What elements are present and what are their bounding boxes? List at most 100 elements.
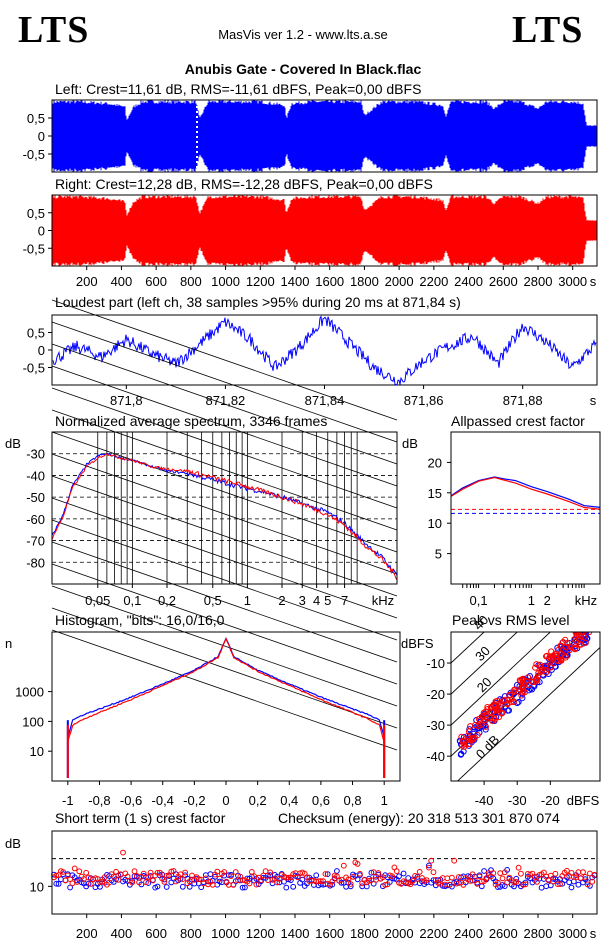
short-term-crest-point (400, 870, 407, 877)
short-term-crest-point (501, 869, 508, 876)
spectrum-slope-line (51, 497, 398, 619)
short-term-crest-point (179, 876, 186, 882)
short-term-crest-point (216, 875, 223, 882)
short-term-crest-point (221, 869, 228, 875)
spectrum-slope-line (51, 387, 398, 509)
peak-vs-rms-point (550, 659, 557, 667)
short-term-crest-point (242, 884, 248, 891)
spectrum-slope-line (51, 299, 398, 421)
allpassed-crest-xtick-label: 1 (528, 593, 535, 608)
spectrum-xtick-label: 0,1 (123, 593, 141, 608)
spectrum-slope-line (51, 629, 398, 751)
peak-vs-rms-point (558, 657, 565, 664)
spectrum-xtick-label: 3 (299, 593, 306, 608)
short-term-crest-point (253, 881, 260, 888)
peak-vs-rms-point (555, 647, 562, 654)
peak-vs-rms-point (562, 636, 569, 644)
allpassed-crest-ylabel: dB (402, 436, 418, 451)
right-waveform-xtick-label: 400 (111, 274, 133, 289)
right-waveform-xtick-label: 2600 (489, 274, 518, 289)
short-term-crest-xtick-label: 200 (76, 926, 98, 941)
short-term-crest-point (129, 879, 136, 886)
short-term-crest-point (476, 873, 483, 880)
short-term-crest-point (338, 876, 345, 883)
loudest-part-caption: Loudest part (left ch, 38 samples >95% d… (55, 294, 461, 310)
peak-vs-rms-crest-line (456, 646, 600, 781)
peak-vs-rms-ylabel: dBFS (401, 636, 434, 651)
right-waveform-xtick-label: 1800 (350, 274, 379, 289)
histogram-xtick-label: 0 (222, 793, 229, 808)
short-term-crest-point (552, 870, 559, 877)
peak-vs-rms-point (459, 742, 466, 749)
spectrum-xtick-label: 1 (244, 593, 251, 608)
right-waveform-xtick-label: 2200 (419, 274, 448, 289)
short-term-crest-point (373, 877, 379, 883)
allpassed-crest-ytick-label: 10 (428, 516, 442, 531)
allpassed-crest-series-right (450, 476, 601, 510)
short-term-crest-point (196, 876, 202, 883)
peak-vs-rms-ytick-label: -40 (426, 749, 445, 764)
peak-vs-rms-xtick-label: -40 (475, 793, 494, 808)
short-term-crest-xtick-label: 1200 (246, 926, 275, 941)
short-term-crest-point (357, 870, 363, 877)
peak-vs-rms-ytick-label: -30 (426, 718, 445, 733)
short-term-crest-point (154, 883, 161, 890)
peak-vs-rms-point (525, 681, 533, 689)
peak-vs-rms-point (543, 652, 551, 659)
peak-vs-rms-point (572, 638, 580, 645)
short-term-crest-point (267, 869, 274, 876)
spectrum-slope-line (51, 519, 398, 641)
short-term-crest-point (182, 869, 189, 876)
short-term-crest-point (258, 877, 264, 883)
peak-vs-rms-point (476, 717, 483, 724)
short-term-crest-point (347, 881, 354, 887)
peak-vs-rms-series-right (458, 632, 593, 750)
short-term-crest-point (430, 869, 437, 876)
loudest-part-xtick-label: 871,8 (110, 393, 143, 408)
spectrum-ytick-label: -40 (26, 468, 45, 483)
checksum-caption: Checksum (energy): 20 318 513 301 870 07… (278, 810, 560, 826)
right-waveform-xtick-label: 2800 (524, 274, 553, 289)
right-waveform-xtick-label: 1400 (281, 274, 310, 289)
peak-vs-rms-point (458, 733, 465, 741)
short-term-crest-point (212, 873, 218, 880)
spectrum-slope-line (51, 475, 398, 597)
short-term-crest-xtick-label: 600 (145, 926, 167, 941)
spectrum-ytick-label: -70 (26, 534, 45, 549)
short-term-crest-point (393, 868, 400, 874)
right-waveform-group (52, 195, 597, 266)
short-term-crest-point (283, 884, 290, 891)
loudest-part-xtick-label: 871,82 (206, 393, 246, 408)
short-term-crest-point (541, 869, 547, 876)
short-term-crest-point (354, 861, 361, 867)
short-term-crest-point (543, 883, 550, 890)
short-term-crest-point (322, 871, 329, 877)
short-term-crest-point (451, 857, 458, 864)
peak-vs-rms-point (499, 709, 506, 717)
short-term-crest-point (564, 867, 570, 874)
short-term-crest-point (511, 883, 517, 890)
peak-vs-rms-point (480, 709, 487, 716)
peak-vs-rms-point (582, 639, 589, 646)
short-term-crest-point (136, 879, 143, 886)
right-waveform-xtick-label: 200 (76, 274, 98, 289)
spectrum-slope-line (51, 409, 398, 531)
short-term-crest-point (74, 879, 80, 885)
short-term-crest-point (469, 871, 476, 878)
allpassed-crest-xtick-label: 2 (544, 593, 551, 608)
peak-vs-rms-point (532, 664, 539, 671)
short-term-crest-point (179, 883, 186, 890)
short-term-crest-point (62, 877, 69, 884)
short-term-crest-point (354, 876, 361, 883)
short-term-crest-point (334, 868, 340, 874)
short-term-crest-point (329, 878, 336, 885)
short-term-crest-point (67, 884, 73, 891)
short-term-crest-point (428, 857, 435, 864)
peak-vs-rms-point (562, 644, 570, 651)
short-term-crest-point (97, 879, 103, 885)
right-waveform-xtick-label: 600 (145, 274, 167, 289)
short-term-crest-point (575, 881, 582, 888)
short-term-crest-point (483, 875, 490, 882)
short-term-crest-point (67, 876, 73, 882)
short-term-crest-point (557, 881, 563, 887)
